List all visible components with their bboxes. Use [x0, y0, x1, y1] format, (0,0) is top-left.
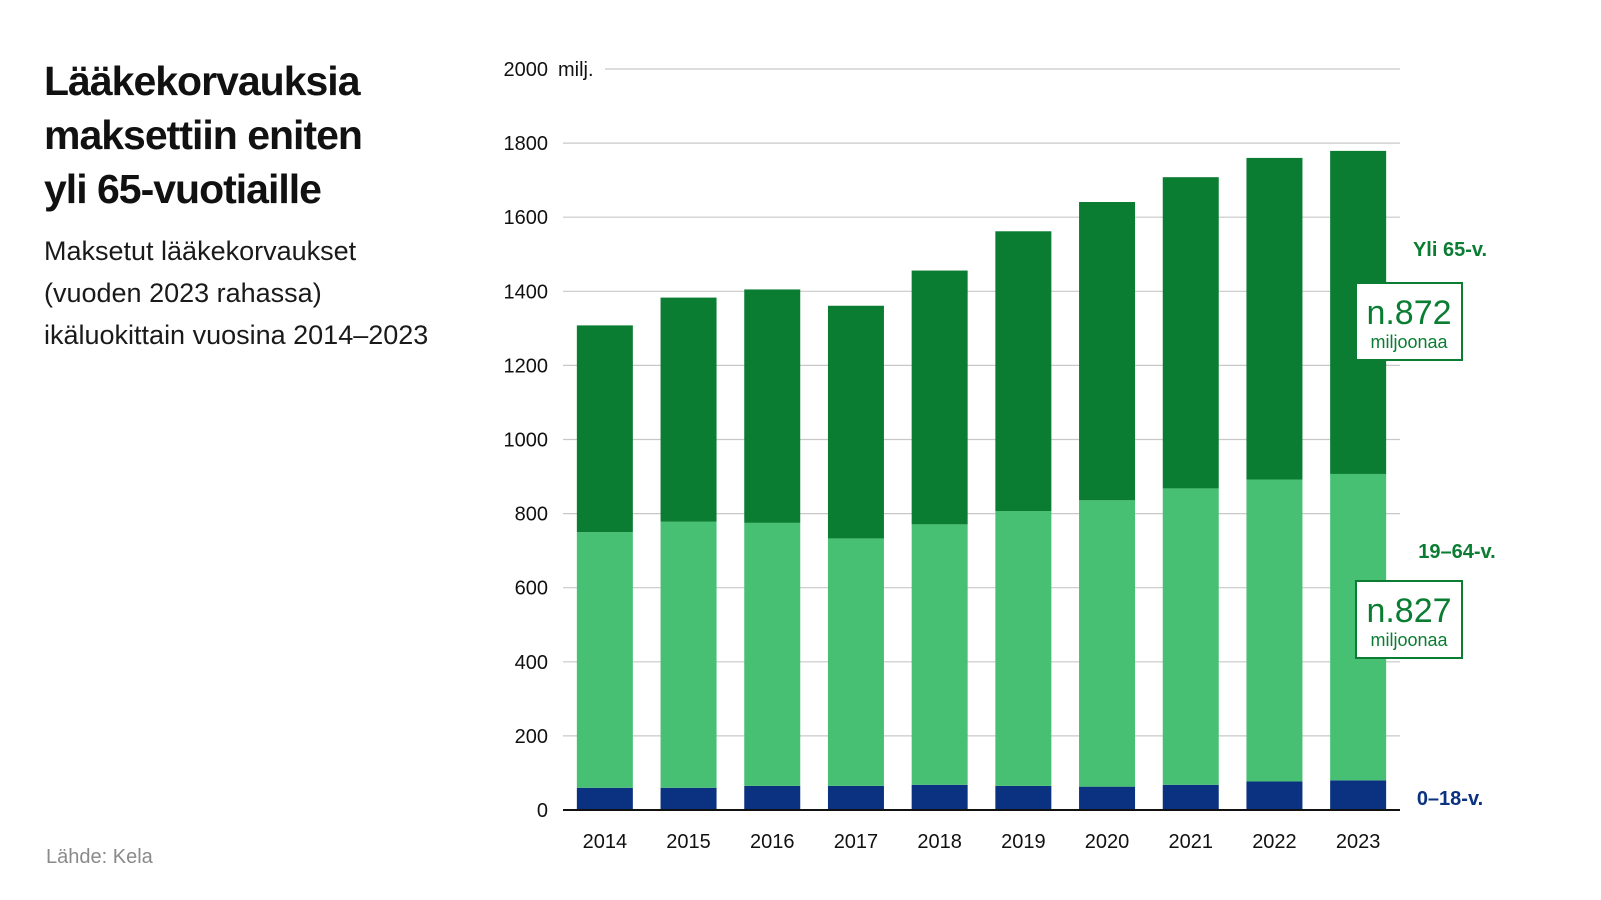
callout-box	[1355, 282, 1463, 361]
bar-segment-19-64	[744, 522, 801, 786]
bar-segment-yli-65	[744, 289, 801, 523]
bar-segment-0-18	[995, 785, 1052, 810]
y-tick-label: 1800	[504, 133, 549, 155]
bar-segment-yli-65	[1079, 202, 1136, 501]
y-tick-label: 400	[515, 652, 548, 674]
subtitle-line: Maksetut lääkekorvaukset	[44, 236, 357, 266]
chart-subtitle: Maksetut lääkekorvaukset (vuoden 2023 ra…	[44, 230, 464, 356]
bar-segment-yli-65	[995, 231, 1052, 512]
x-tick-label: 2015	[666, 831, 711, 853]
chart-title: Lääkekorvauksia maksettiin eniten yli 65…	[44, 54, 464, 216]
x-tick-label: 2014	[583, 831, 628, 853]
bar-segment-0-18	[660, 787, 717, 810]
bar-segment-0-18	[1246, 781, 1303, 810]
subtitle-line: ikäluokittain vuosina 2014–2023	[44, 320, 429, 350]
callout-unit: miljoonaa	[1370, 332, 1448, 352]
bar-segment-0-18	[911, 784, 968, 810]
bar-segment-0-18	[1162, 784, 1219, 810]
source-note: Lähde: Kela	[46, 846, 153, 868]
y-tick-label: 800	[515, 504, 548, 526]
bar-segment-yli-65	[911, 270, 968, 525]
bar-segment-19-64	[1079, 500, 1136, 787]
x-tick-label: 2018	[917, 831, 962, 853]
x-tick-label: 2019	[1001, 831, 1046, 853]
series-label-0-18: 0–18-v.	[1417, 788, 1483, 810]
x-tick-label: 2016	[750, 831, 795, 853]
bar-segment-19-64	[911, 524, 968, 785]
x-tick-label: 2021	[1169, 831, 1214, 853]
series-label-19-64: 19–64-v.	[1418, 541, 1495, 563]
bar-segment-yli-65	[576, 325, 633, 533]
y-tick-label: 2000	[504, 59, 549, 81]
bar-segment-19-64	[1162, 488, 1219, 785]
x-tick-label: 2023	[1336, 831, 1381, 853]
bar-segment-0-18	[827, 785, 884, 810]
title-line: maksettiin eniten	[44, 112, 363, 158]
bar-segment-19-64	[995, 511, 1052, 786]
bar-segment-19-64	[660, 521, 717, 788]
bar-segment-0-18	[576, 787, 633, 810]
x-tick-label: 2020	[1085, 831, 1130, 853]
title-line: yli 65-vuotiaille	[44, 166, 322, 212]
y-tick-label: 1400	[504, 281, 549, 303]
bar-segment-yli-65	[1162, 177, 1219, 489]
bar-segment-0-18	[1079, 786, 1136, 810]
bar-segment-19-64	[576, 532, 633, 788]
callout-box	[1355, 580, 1463, 659]
y-tick-label: 200	[515, 726, 548, 748]
bar-segment-yli-65	[660, 297, 717, 522]
y-tick-label: 600	[515, 578, 548, 600]
x-tick-label: 2022	[1252, 831, 1297, 853]
y-tick-label: 1600	[504, 207, 549, 229]
subtitle-line: (vuoden 2023 rahassa)	[44, 278, 322, 308]
bar-segment-yli-65	[827, 305, 884, 539]
y-tick-label: 1200	[504, 355, 549, 377]
bar-segment-19-64	[827, 538, 884, 786]
callout-unit: miljoonaa	[1370, 630, 1448, 650]
title-line: Lääkekorvauksia	[44, 58, 361, 104]
bar-segment-yli-65	[1246, 157, 1303, 480]
y-unit-label: milj.	[558, 59, 594, 81]
callout-value: n.872	[1366, 294, 1451, 332]
y-tick-label: 1000	[504, 430, 549, 452]
bar-segment-19-64	[1246, 479, 1303, 782]
bar-segment-0-18	[744, 785, 801, 810]
series-label-yli-65: Yli 65-v.	[1413, 239, 1487, 261]
bar-segment-0-18	[1330, 780, 1387, 810]
x-tick-label: 2017	[834, 831, 879, 853]
y-tick-label: 0	[537, 800, 548, 822]
callout-value: n.827	[1366, 592, 1451, 630]
